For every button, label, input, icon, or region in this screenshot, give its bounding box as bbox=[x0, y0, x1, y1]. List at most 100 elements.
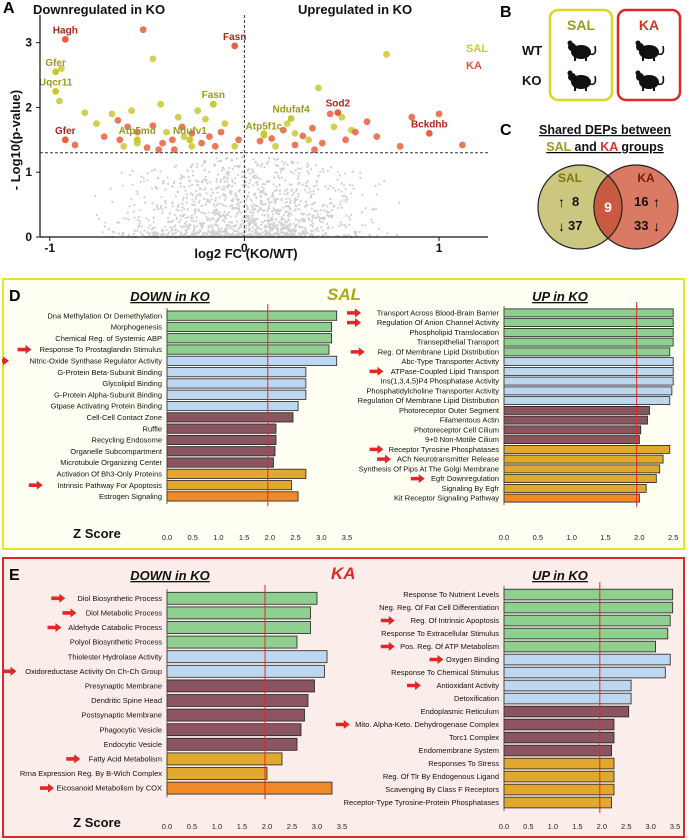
background-point bbox=[215, 204, 218, 207]
x-tick-label: 0.5 bbox=[533, 533, 543, 542]
background-point bbox=[205, 192, 208, 195]
bar-label: Synthesis Of Pips At The Golgi Membrane bbox=[359, 465, 499, 474]
background-point bbox=[290, 189, 293, 192]
background-point bbox=[259, 208, 262, 211]
ka-point bbox=[143, 144, 151, 152]
background-point bbox=[238, 209, 241, 212]
background-point bbox=[210, 188, 213, 191]
background-point bbox=[281, 167, 284, 170]
background-point bbox=[223, 188, 226, 191]
background-point bbox=[219, 178, 222, 181]
background-point bbox=[247, 186, 250, 189]
background-point bbox=[281, 160, 284, 163]
bar-label: Diol Biosynthetic Process bbox=[77, 594, 162, 603]
background-point bbox=[198, 209, 201, 213]
background-point bbox=[218, 211, 221, 214]
bar-label: Dendritic Spine Head bbox=[91, 696, 162, 705]
bar-chart-d-down: DOWN in KO Dna Methylation Or Demethylati… bbox=[2, 289, 352, 542]
background-point bbox=[190, 219, 193, 222]
background-point bbox=[238, 205, 241, 208]
background-point bbox=[285, 197, 288, 200]
down-arrow-icon: ↓ bbox=[653, 218, 660, 234]
background-point bbox=[146, 179, 149, 182]
background-point bbox=[248, 216, 251, 219]
background-point bbox=[319, 170, 322, 173]
ka-point bbox=[178, 123, 186, 131]
background-point bbox=[284, 179, 287, 182]
background-point bbox=[226, 156, 229, 159]
bar bbox=[166, 723, 302, 737]
background-point bbox=[259, 202, 262, 205]
sal-point bbox=[194, 107, 202, 115]
background-point bbox=[151, 231, 154, 234]
background-point bbox=[320, 216, 323, 219]
background-point bbox=[316, 213, 319, 216]
chart-side-title: DOWN in KO bbox=[130, 568, 209, 583]
background-point bbox=[316, 210, 319, 213]
x-tick-label: 1.0 bbox=[566, 533, 576, 542]
bar bbox=[503, 454, 664, 464]
bar bbox=[503, 435, 640, 445]
background-point bbox=[165, 229, 168, 232]
background-point bbox=[224, 215, 227, 218]
background-point bbox=[210, 198, 213, 201]
x-tick-label: 2.0 bbox=[634, 533, 644, 542]
bar-label: Polyol Biosynthetic Process bbox=[70, 638, 162, 647]
background-point bbox=[191, 232, 194, 235]
bar bbox=[503, 731, 615, 744]
gene-label: Sod2 bbox=[326, 99, 351, 110]
background-point bbox=[191, 203, 194, 206]
background-point bbox=[231, 204, 234, 207]
background-point bbox=[251, 226, 254, 229]
background-point bbox=[292, 191, 296, 194]
background-point bbox=[201, 164, 204, 167]
x-tick-label: 2.0 bbox=[265, 533, 275, 542]
background-point bbox=[207, 217, 210, 220]
background-point bbox=[154, 185, 157, 188]
background-point bbox=[283, 193, 286, 196]
background-point bbox=[324, 231, 328, 235]
background-point bbox=[162, 179, 165, 182]
background-point bbox=[330, 202, 333, 205]
background-point bbox=[217, 217, 220, 220]
background-point bbox=[295, 229, 298, 232]
background-point bbox=[326, 222, 329, 226]
gene-label: Atp5f1c bbox=[246, 121, 283, 132]
x-tick-label: 2.5 bbox=[290, 533, 300, 542]
sal-point bbox=[231, 142, 239, 150]
background-point bbox=[298, 181, 301, 184]
background-point bbox=[231, 228, 234, 231]
background-point bbox=[252, 220, 255, 224]
background-point bbox=[179, 231, 182, 234]
background-point bbox=[164, 233, 167, 236]
ka-point bbox=[311, 146, 318, 154]
bar-chart-e-up: UP in KO Response To Nutrient Levels Neg. … bbox=[335, 568, 680, 831]
bar bbox=[166, 355, 338, 366]
background-point bbox=[261, 191, 264, 194]
venn-title-sal: SAL bbox=[546, 140, 571, 154]
background-point bbox=[190, 214, 193, 217]
x-tick-label: 1 bbox=[436, 241, 443, 255]
background-point bbox=[191, 194, 194, 197]
background-point bbox=[330, 209, 334, 212]
bar bbox=[503, 308, 674, 318]
background-point bbox=[249, 198, 252, 201]
background-point bbox=[160, 204, 163, 208]
background-point bbox=[233, 224, 236, 227]
background-point bbox=[220, 234, 223, 237]
background-point bbox=[142, 177, 145, 180]
background-point bbox=[310, 207, 314, 210]
bar-label: Reg. Of Membrane Lipid Distribution bbox=[378, 348, 499, 357]
background-point bbox=[133, 216, 136, 219]
background-point bbox=[212, 217, 215, 220]
background-point bbox=[231, 206, 234, 209]
background-point bbox=[289, 208, 292, 211]
background-point bbox=[336, 178, 339, 181]
background-point bbox=[175, 164, 178, 167]
ka-point bbox=[188, 130, 196, 137]
background-point bbox=[267, 230, 270, 233]
background-point bbox=[268, 201, 271, 204]
bar bbox=[503, 415, 648, 425]
ka-point bbox=[235, 136, 243, 144]
background-point bbox=[136, 229, 139, 232]
